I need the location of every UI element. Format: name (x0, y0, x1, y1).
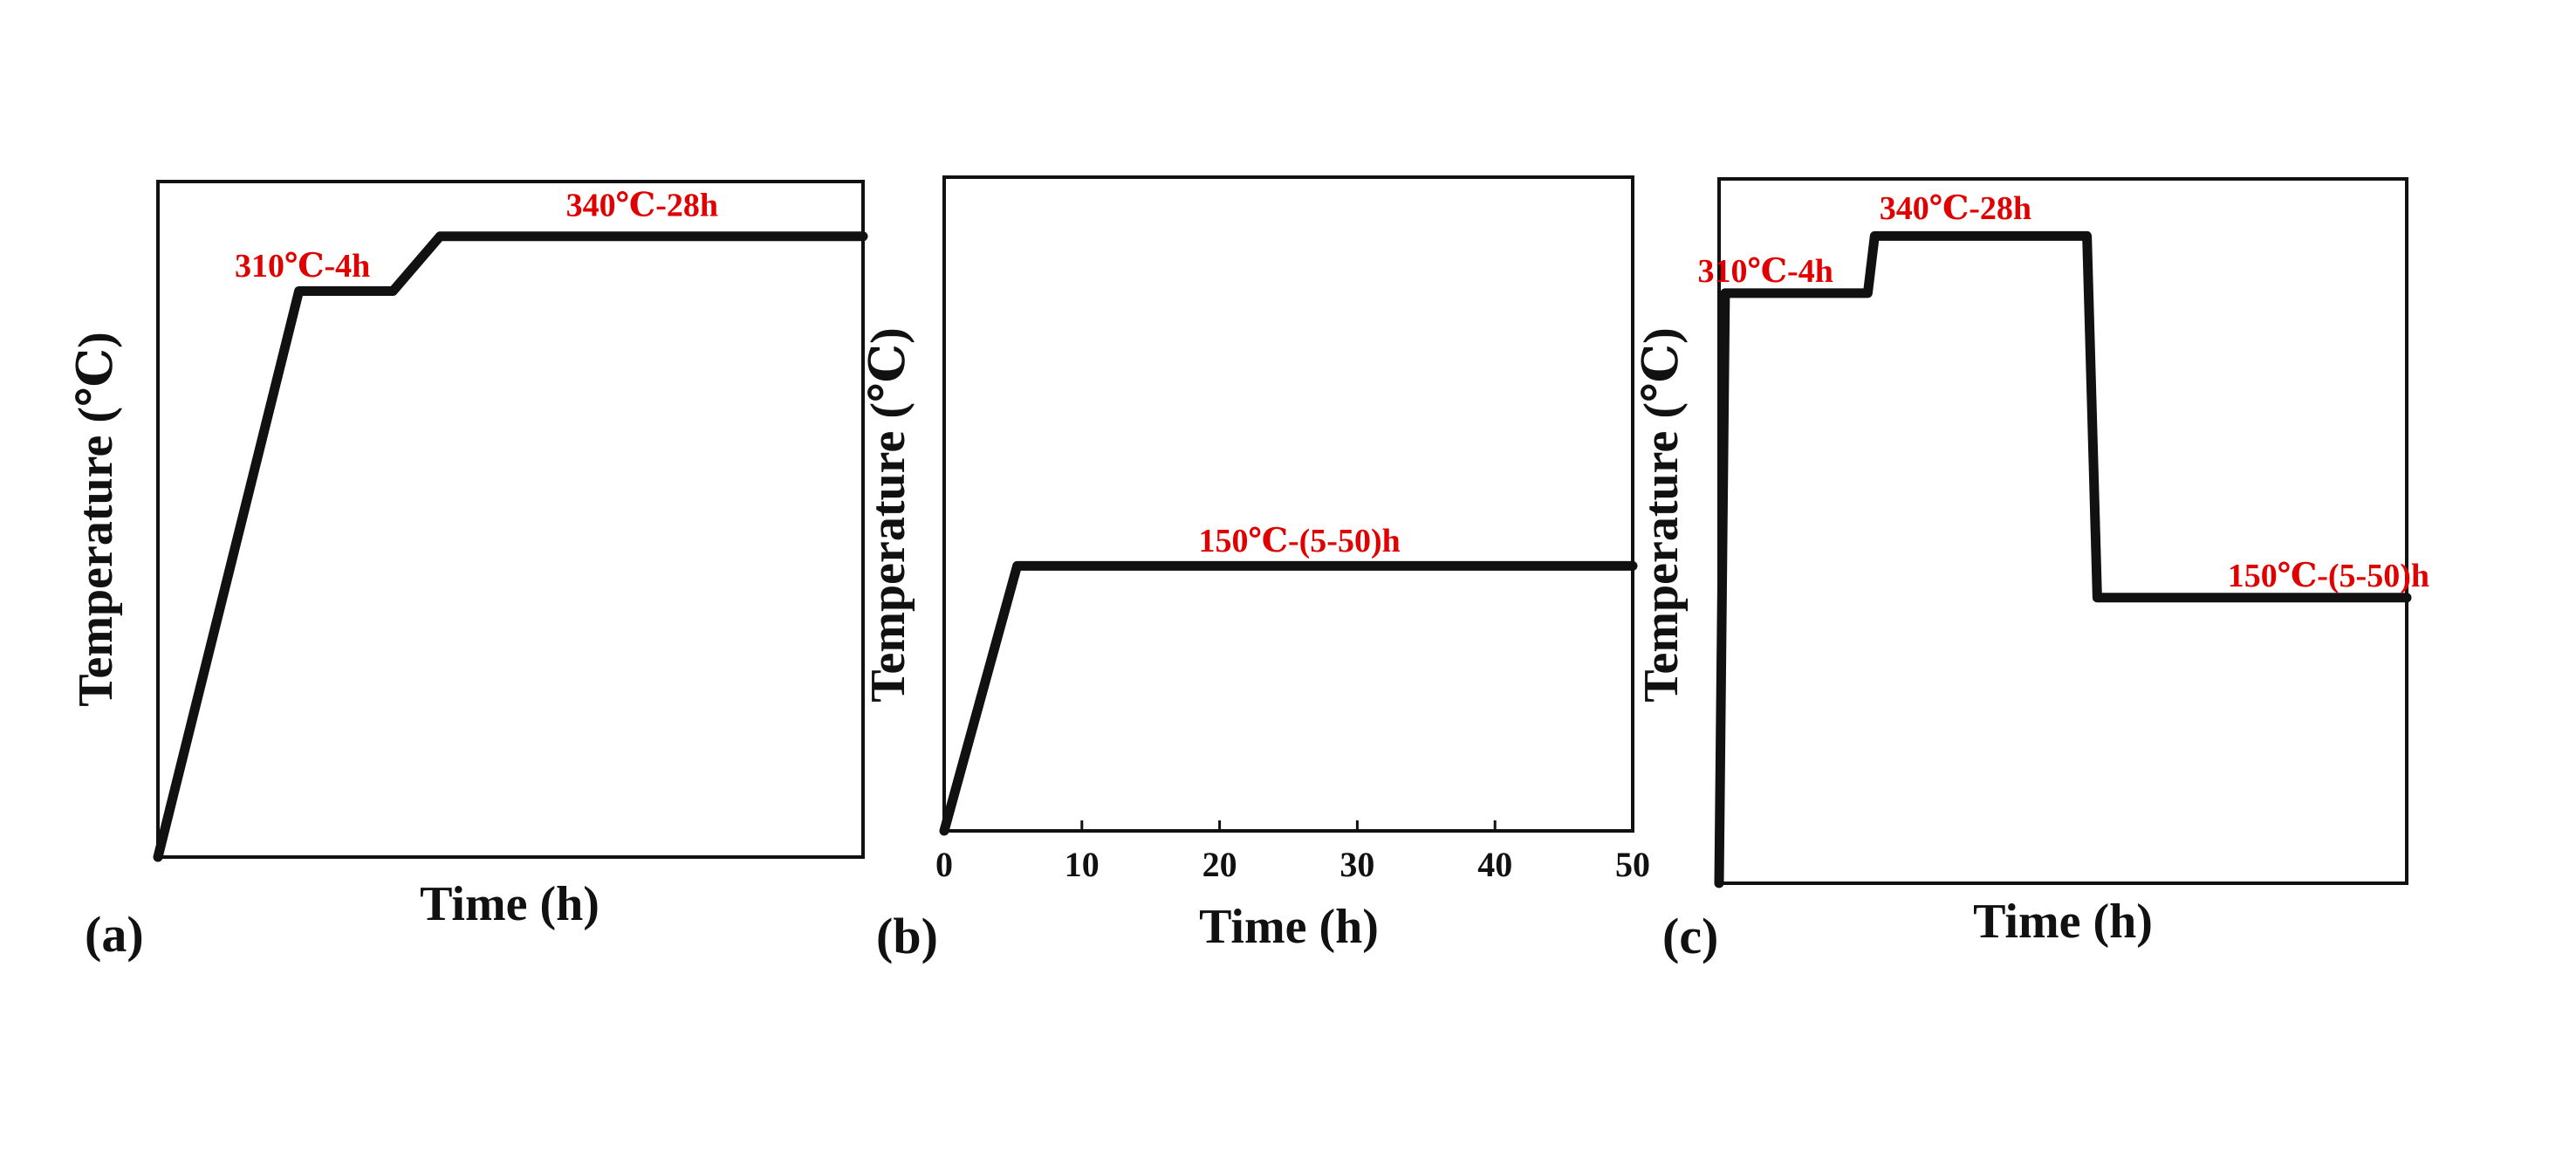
x-axis-label: Time (h) (1973, 895, 2153, 949)
x-tick-label: 10 (1065, 845, 1100, 884)
y-axis-label: Temperature (℃) (861, 327, 915, 702)
x-tick-label: 0 (935, 845, 953, 884)
x-tick-label: 20 (1202, 845, 1237, 884)
plot-frame (156, 180, 865, 859)
x-axis-label: Time (h) (1199, 900, 1379, 954)
x-tick-label: 40 (1477, 845, 1512, 884)
panel-label: (a) (85, 906, 144, 963)
panel-b: 0 10 20 30 40 50 150℃-(5-50)h Time (h) Temperatu… (861, 175, 1650, 964)
temperature-profile-line (153, 231, 868, 862)
x-tick-label: 50 (1615, 845, 1650, 884)
x-tick-label: 30 (1339, 845, 1374, 884)
annotation-label: 310℃-4h (1698, 253, 1833, 290)
y-axis-label: Temperature (℃) (1634, 327, 1689, 702)
annotation-label: 340℃-28h (1880, 190, 2031, 227)
temperature-profile-line (1714, 230, 2412, 888)
plot-frame (942, 175, 1634, 833)
panel-c: 310℃-4h 340℃-28h 150℃-(5-50)h Time (h) Tempe… (1634, 177, 2429, 964)
y-axis-label: Temperature (℃) (69, 332, 123, 706)
annotation-label: 340℃-28h (566, 188, 718, 224)
panel-a: 310℃-4h 340℃-28h Time (h) Temperature (℃) (a… (69, 180, 868, 963)
annotation-label: 310℃-4h (235, 248, 370, 285)
annotation-label: 150℃-(5-50)h (2228, 558, 2429, 594)
annotation-label: 150℃-(5-50)h (1198, 523, 1400, 559)
panel-label: (c) (1662, 908, 1718, 964)
x-axis-label: Time (h) (420, 877, 599, 931)
temperature-profile-line (939, 560, 1638, 836)
panel-label: (b) (876, 908, 938, 964)
